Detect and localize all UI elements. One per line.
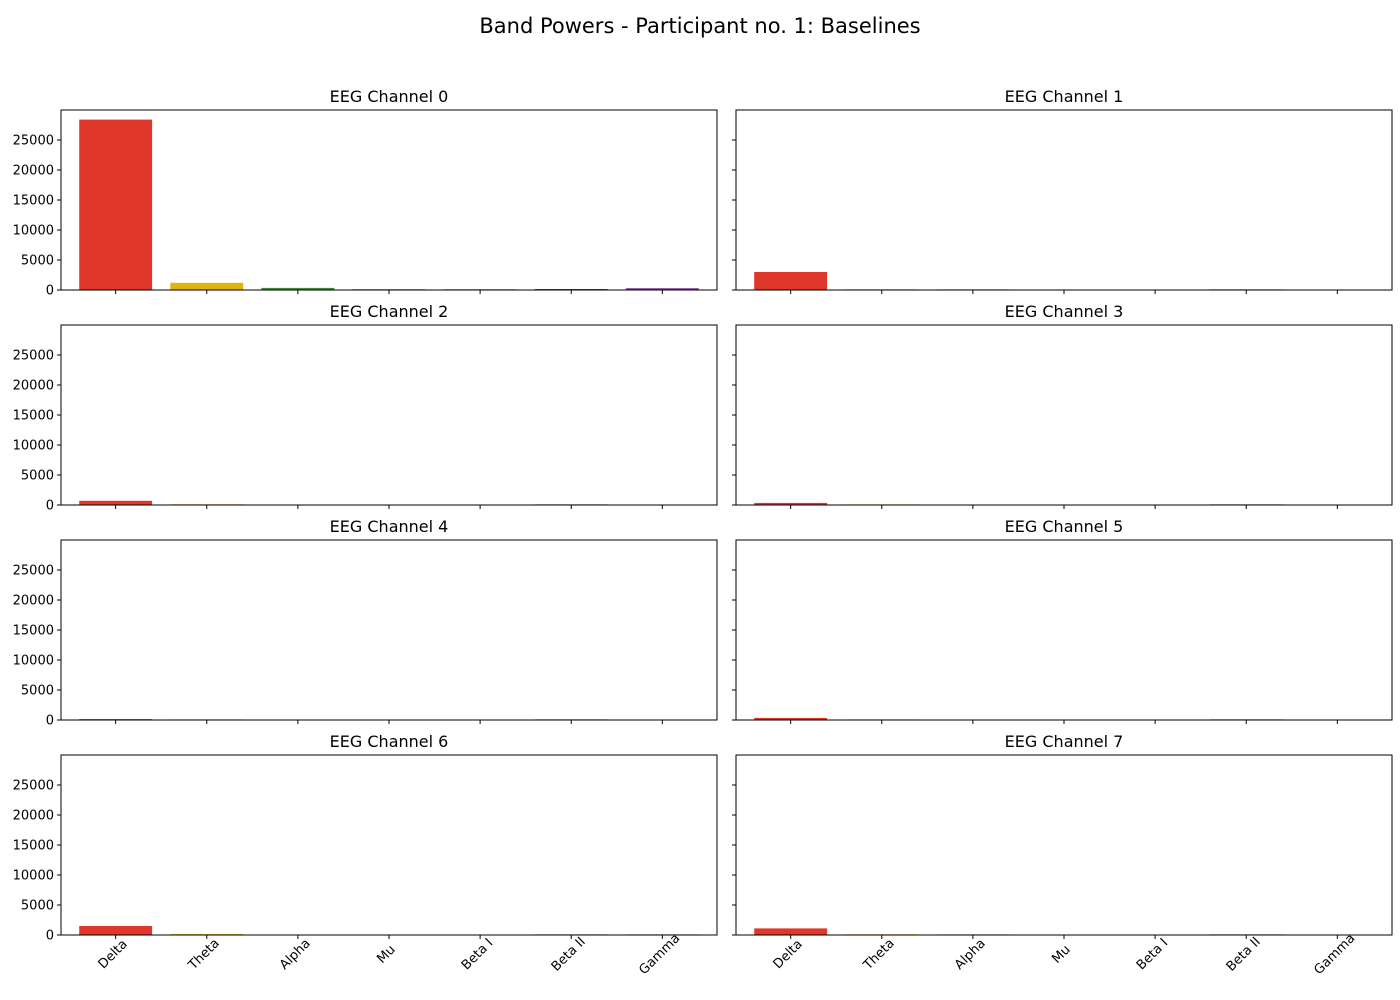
plot-frame (735, 754, 1393, 936)
y-tick-label: 5000 (21, 254, 54, 269)
plot-frame (735, 324, 1393, 506)
figure-title: Band Powers - Participant no. 1: Baselin… (479, 14, 921, 38)
x-tick-label: Gamma (1311, 931, 1358, 978)
y-tick-label: 5000 (21, 899, 54, 914)
y-tick-label: 10000 (13, 224, 54, 239)
plot-frame (735, 539, 1393, 721)
panel-title: EEG Channel 4 (330, 517, 449, 536)
bar-gamma (625, 288, 699, 290)
y-tick-label: 0 (46, 929, 54, 944)
x-tick-label: Delta (771, 937, 806, 972)
panel-title: EEG Channel 0 (330, 87, 449, 106)
plot-frame (60, 109, 718, 291)
x-tick-label: Theta (185, 936, 223, 974)
y-tick-label: 25000 (13, 779, 54, 794)
y-tick-label: 20000 (13, 379, 54, 394)
x-tick-label: Gamma (636, 931, 683, 978)
bar-delta (754, 717, 828, 720)
bar-delta (79, 119, 153, 290)
y-tick-label: 10000 (13, 654, 54, 669)
bar-delta (754, 928, 828, 935)
x-tick-label: Theta (860, 936, 898, 974)
y-tick-label: 5000 (21, 684, 54, 699)
y-tick-label: 25000 (13, 564, 54, 579)
x-tick-label: Mu (1049, 942, 1073, 966)
x-tick-label: Beta I (1134, 936, 1171, 973)
x-tick-label: Alpha (277, 936, 314, 973)
y-tick-label: 0 (46, 714, 54, 729)
plot-frame (60, 539, 718, 721)
panel-title: EEG Channel 2 (330, 302, 449, 321)
plot-frame (735, 109, 1393, 291)
y-tick-label: 15000 (13, 409, 54, 424)
panel-title: EEG Channel 6 (330, 732, 449, 751)
x-tick-label: Beta II (1224, 934, 1264, 974)
x-tick-label: Alpha (952, 936, 989, 973)
panel-title: EEG Channel 3 (1005, 302, 1124, 321)
plot-frame (60, 324, 718, 506)
x-tick-label: Beta II (549, 934, 589, 974)
y-tick-label: 20000 (13, 164, 54, 179)
y-tick-label: 15000 (13, 194, 54, 209)
bar-delta (79, 500, 153, 505)
panel-title: EEG Channel 7 (1005, 732, 1124, 751)
plot-frame (60, 754, 718, 936)
y-tick-label: 25000 (13, 349, 54, 364)
panel-title: EEG Channel 5 (1005, 517, 1124, 536)
x-tick-label: Delta (96, 937, 131, 972)
panel-title: EEG Channel 1 (1005, 87, 1124, 106)
y-tick-label: 0 (46, 284, 54, 299)
y-tick-label: 10000 (13, 869, 54, 884)
y-tick-label: 0 (46, 499, 54, 514)
x-tick-label: Beta I (459, 936, 496, 973)
bar-delta (754, 272, 828, 290)
y-tick-label: 5000 (21, 469, 54, 484)
y-tick-label: 20000 (13, 594, 54, 609)
y-tick-label: 10000 (13, 439, 54, 454)
bar-delta (79, 926, 153, 935)
y-tick-label: 15000 (13, 839, 54, 854)
y-tick-label: 15000 (13, 624, 54, 639)
bar-delta (754, 502, 828, 505)
y-tick-label: 25000 (13, 134, 54, 149)
x-tick-label: Mu (374, 942, 398, 966)
bar-alpha (261, 287, 335, 290)
y-tick-label: 20000 (13, 809, 54, 824)
bar-theta (170, 282, 244, 290)
